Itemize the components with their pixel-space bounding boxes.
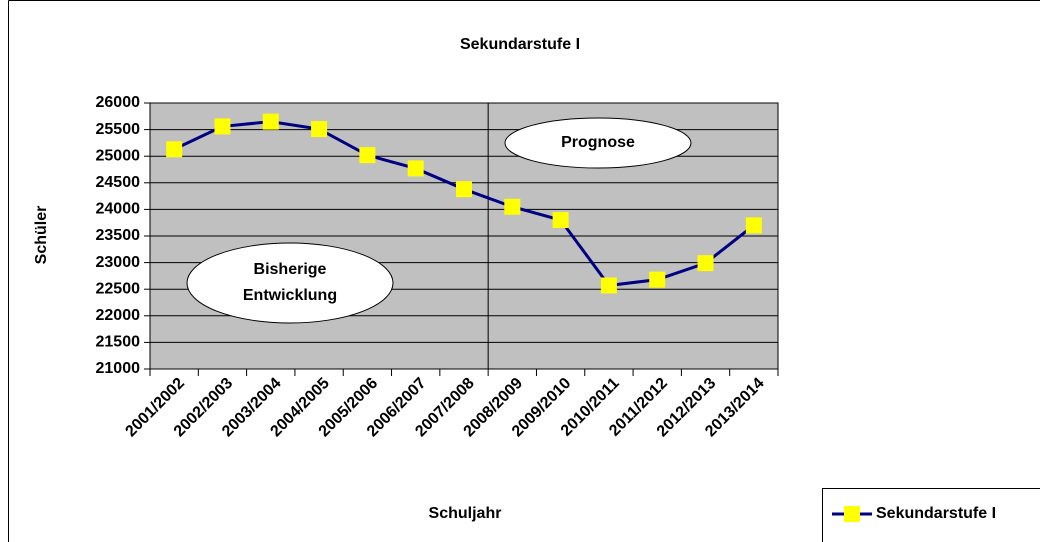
y-tick-label: 22500 — [96, 280, 141, 297]
y-tick-label: 26000 — [96, 94, 141, 111]
y-tick-label: 23500 — [96, 227, 141, 244]
point-marker — [649, 271, 666, 288]
point-marker — [262, 113, 279, 130]
y-axis-label: Schüler — [33, 206, 50, 265]
annotation-text: Bisherige — [254, 261, 327, 278]
point-marker — [166, 141, 183, 158]
y-tick-label: 24000 — [96, 201, 141, 218]
y-tick-label: 25000 — [96, 147, 141, 164]
y-tick-label: 24500 — [96, 174, 141, 191]
point-marker — [745, 217, 762, 234]
y-tick-label: 25500 — [96, 121, 141, 138]
chart-title: Sekundarstufe I — [460, 36, 580, 53]
annotation-bubble — [504, 117, 692, 169]
plot-border — [149, 102, 779, 370]
point-marker — [456, 181, 472, 198]
x-axis-label: Schuljahr — [429, 505, 502, 522]
legend-label: Sekundarstufe I — [876, 505, 996, 522]
point-marker — [359, 147, 376, 164]
legend-marker — [844, 506, 860, 522]
point-marker — [311, 121, 328, 138]
annotation-text: Prognose — [561, 134, 635, 151]
y-tick-label: 21000 — [96, 360, 141, 377]
annotation-bubble — [186, 242, 394, 324]
y-tick-label: 21500 — [96, 334, 141, 351]
annotation-text: Entwicklung — [243, 287, 337, 304]
point-marker — [697, 255, 714, 272]
point-marker — [552, 212, 569, 229]
point-marker — [214, 118, 231, 135]
point-marker — [407, 160, 424, 177]
y-tick-label: 23000 — [96, 254, 141, 271]
y-tick-label: 22000 — [96, 307, 141, 324]
point-marker — [600, 277, 617, 294]
point-marker — [504, 198, 521, 215]
